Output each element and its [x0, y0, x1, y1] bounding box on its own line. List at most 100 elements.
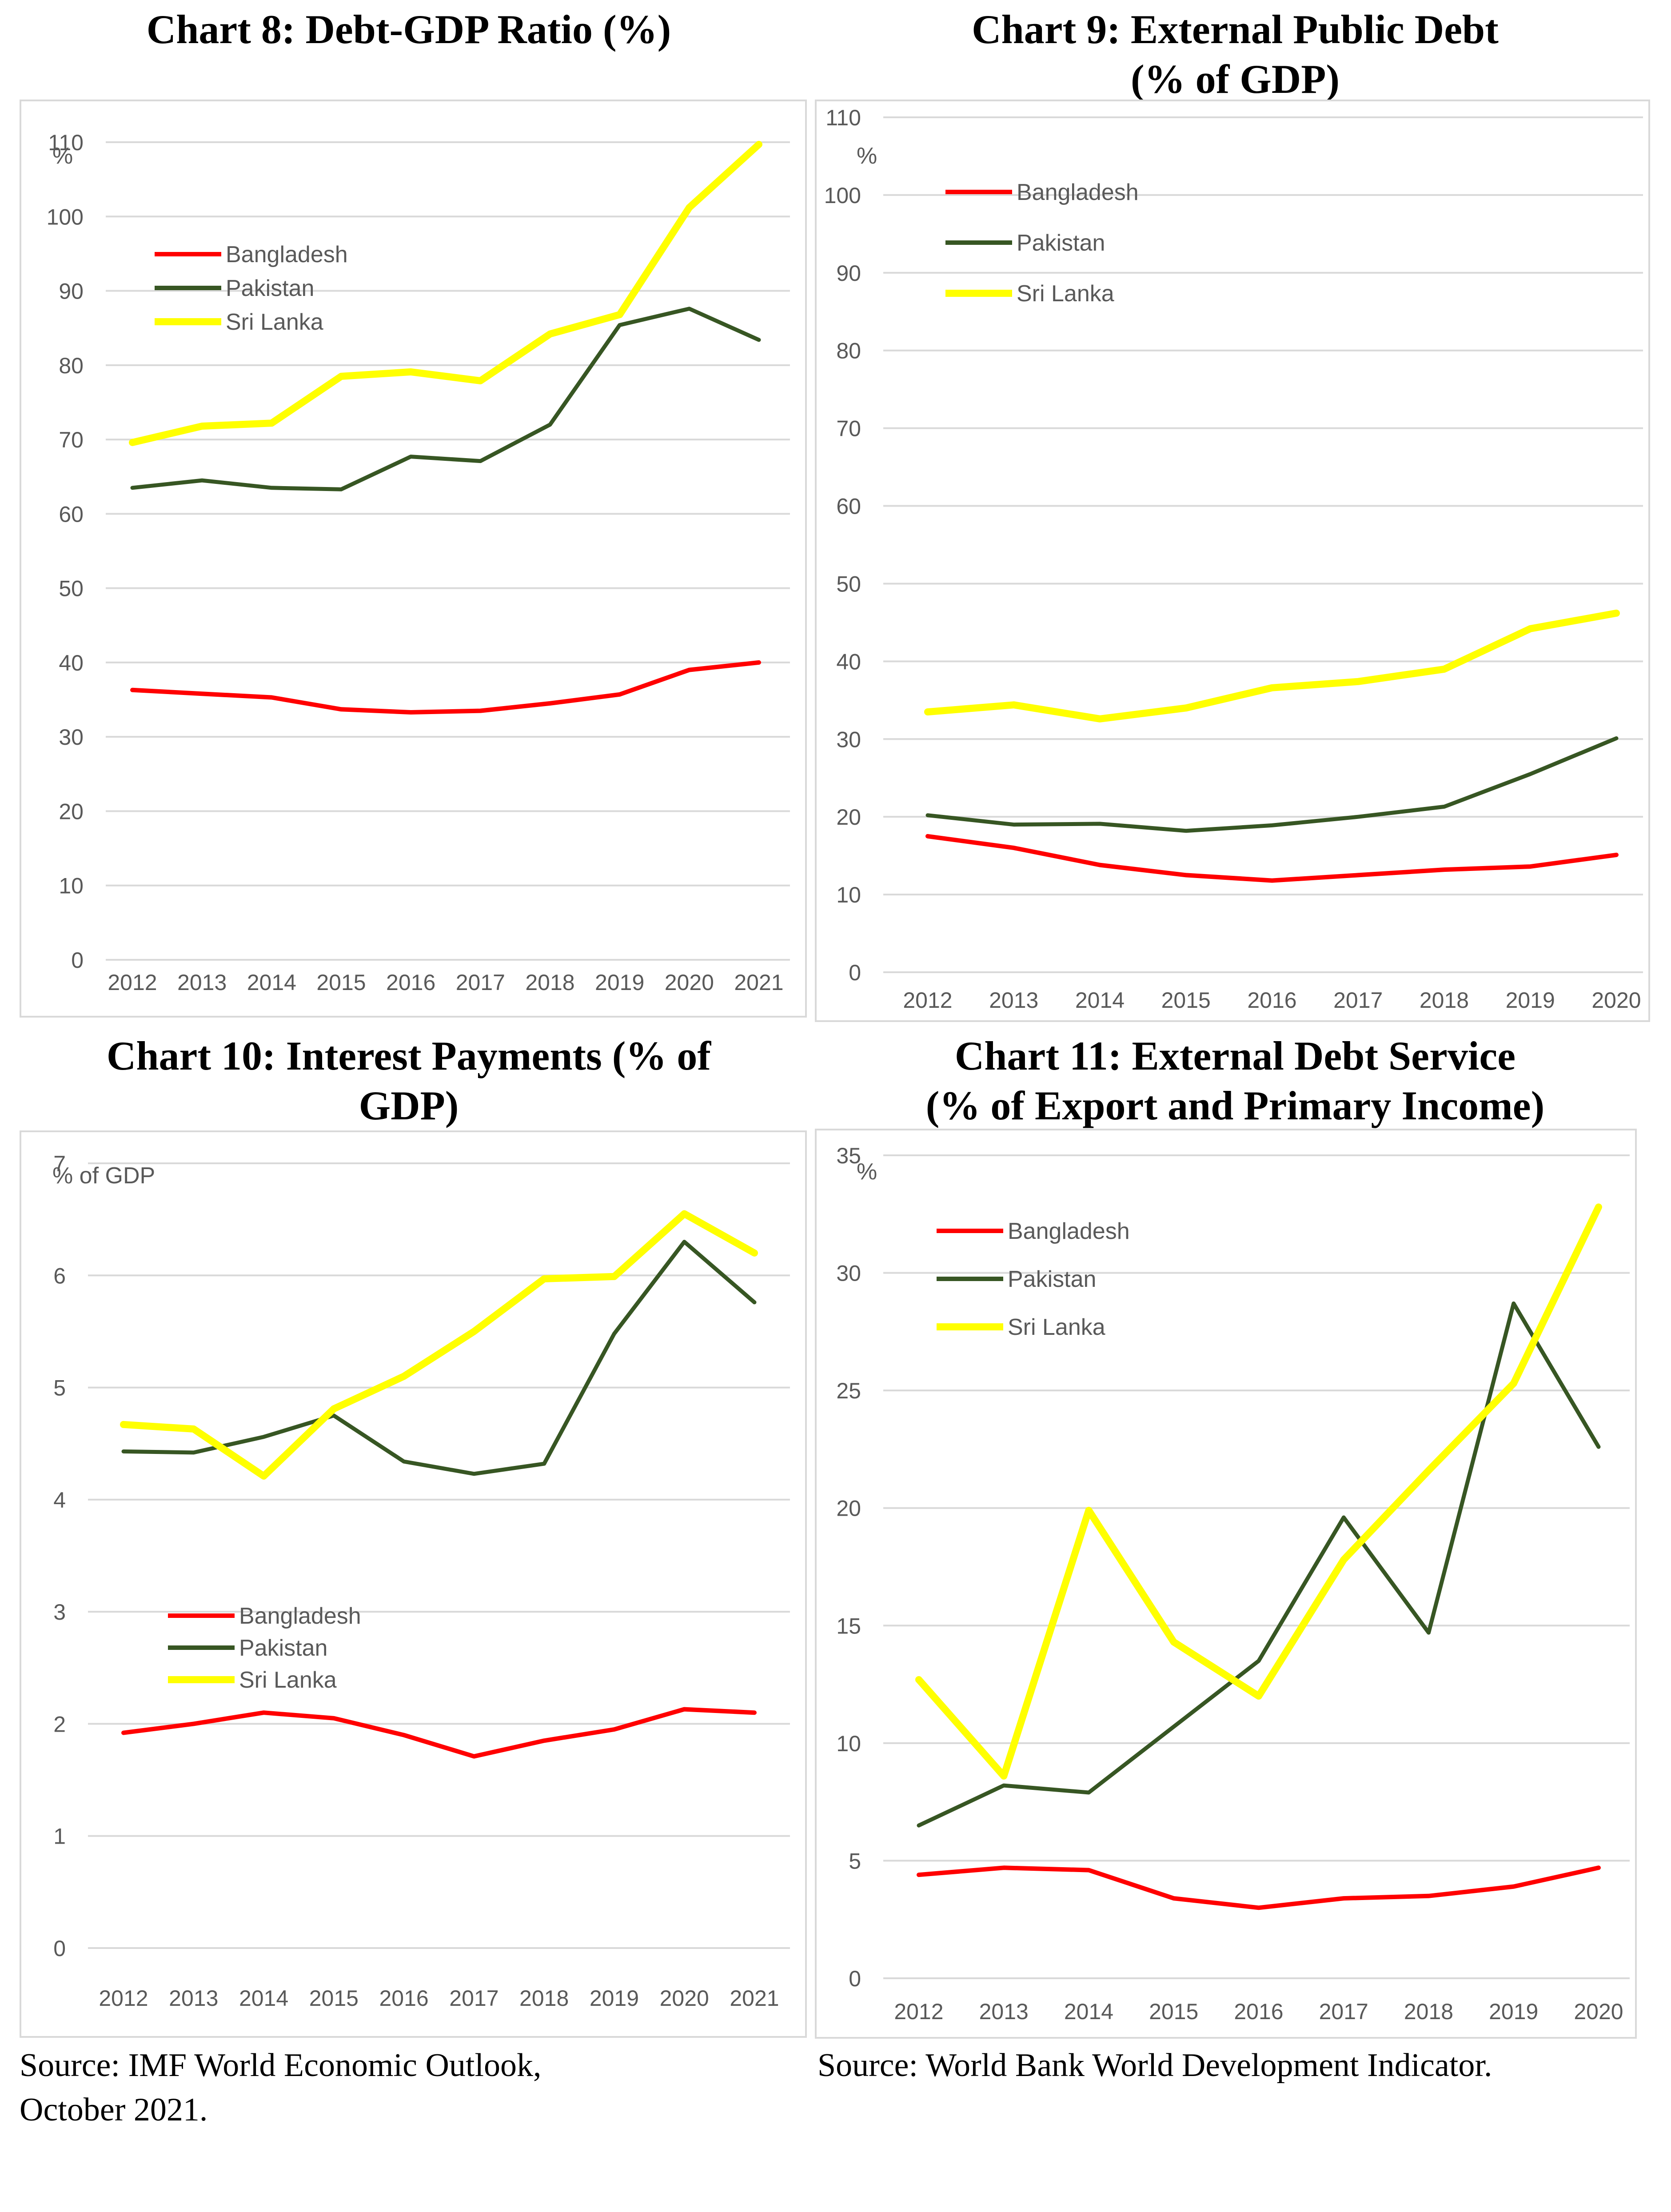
y-tick-label-35: 35: [836, 1143, 861, 1168]
x-tick-label-2016: 2016: [1247, 988, 1296, 1013]
x-tick-label-2014: 2014: [1075, 988, 1125, 1013]
x-tick-label-2013: 2013: [177, 970, 227, 995]
legend-label-bangladesh: Bangladesh: [226, 242, 348, 268]
y-tick-label-30: 30: [836, 727, 861, 752]
x-tick-label-2018: 2018: [1420, 988, 1469, 1013]
y-tick-label-15: 15: [836, 1613, 861, 1638]
x-tick-label-2015: 2015: [309, 1986, 359, 2011]
legend-label-bangladesh: Bangladesh: [1017, 180, 1139, 205]
legend-label-sri-lanka: Sri Lanka: [1008, 1314, 1105, 1340]
x-tick-label-2012: 2012: [108, 970, 157, 995]
y-tick-label-40: 40: [836, 649, 861, 674]
y-tick-label-30: 30: [836, 1261, 861, 1286]
y-tick-label-6: 6: [53, 1263, 66, 1288]
x-tick-label-2017: 2017: [456, 970, 505, 995]
y-tick-label-50: 50: [836, 571, 861, 596]
chart-9-panel: 0 10 20 30 40 50 60 70 80 90 100 110 2012 2013 2014 201…: [815, 100, 1650, 1022]
y-unit-label: %: [52, 143, 73, 169]
y-tick-label-90: 90: [59, 279, 84, 304]
y-tick-label-70: 70: [836, 416, 861, 441]
y-tick-label-80: 80: [836, 339, 861, 363]
chart-11-panel: 0 5 10 15 20 25 30 35 2012 2013 2014 2015 2016 2017 20…: [815, 1129, 1637, 2039]
y-tick-label-100: 100: [47, 204, 84, 229]
y-tick-label-50: 50: [59, 576, 84, 601]
chart-9-title-line-1: Chart 9: External Public Debt: [972, 7, 1499, 52]
x-tick-label-2019: 2019: [595, 970, 644, 995]
chart-8-title: Chart 8: Debt-GDP Ratio (%): [18, 4, 800, 54]
y-tick-label-0: 0: [849, 960, 861, 985]
chart-10-title-line-2: GDP): [359, 1083, 459, 1128]
y-tick-label-110: 110: [826, 105, 861, 130]
chart-8-panel: 0 10 20 30 40 50 60 70 80 90 100 110 2012 2013 2014 201…: [20, 100, 807, 1018]
y-unit-label: %: [857, 1159, 877, 1185]
chart-8-svg: 0 10 20 30 40 50 60 70 80 90 100 110 2012 2013 2014 201…: [47, 130, 790, 995]
y-tick-label-30: 30: [59, 725, 84, 750]
x-tick-label-2020: 2020: [665, 970, 714, 995]
y-tick-label-10: 10: [59, 874, 84, 898]
x-tick-label-2014: 2014: [1064, 1999, 1113, 2024]
y-tick-label-10: 10: [836, 882, 861, 907]
series-line-pakistan: [121, 1240, 757, 1476]
x-tick-label-2014: 2014: [247, 970, 296, 995]
x-tick-label-2018: 2018: [525, 970, 574, 995]
series-line-pakistan: [130, 307, 761, 491]
source-right: Source: World Bank World Development Ind…: [818, 2043, 1653, 2088]
series-line-bangladesh: [925, 834, 1619, 883]
chart-11-title: Chart 11: External Debt Service (% of Ex…: [818, 1031, 1653, 1130]
chart-8-title-line-1: Chart 8: Debt-GDP Ratio (%): [146, 7, 671, 52]
y-tick-label-3: 3: [53, 1600, 66, 1625]
y-tick-label-2: 2: [53, 1712, 66, 1737]
y-unit-label: % of GDP: [52, 1163, 155, 1189]
y-tick-label-20: 20: [836, 805, 861, 830]
y-tick-label-5: 5: [849, 1849, 861, 1873]
x-tick-label-2019: 2019: [1489, 1999, 1538, 2024]
chart-10-title: Chart 10: Interest Payments (% of GDP): [18, 1031, 800, 1130]
chart-11-title-line-2: (% of Export and Primary Income): [925, 1083, 1545, 1128]
chart-11-svg: 0 5 10 15 20 25 30 35 2012 2013 2014 2015 2016 2017 20…: [836, 1143, 1630, 2024]
series-line-bangladesh: [130, 660, 761, 715]
y-tick-label-5: 5: [53, 1376, 66, 1401]
legend-label-bangladesh: Bangladesh: [1008, 1218, 1130, 1244]
x-tick-label-2015: 2015: [1149, 1999, 1198, 2024]
x-tick-label-2017: 2017: [449, 1986, 499, 2011]
y-tick-label-7: 7: [53, 1151, 66, 1176]
x-tick-label-2018: 2018: [1404, 1999, 1453, 2024]
y-tick-label-25: 25: [836, 1378, 861, 1403]
legend-label-bangladesh: Bangladesh: [239, 1603, 361, 1629]
legend-label-sri-lanka: Sri Lanka: [1017, 281, 1114, 307]
x-tick-label-2016: 2016: [386, 970, 435, 995]
y-tick-label-4: 4: [53, 1488, 66, 1513]
y-tick-label-80: 80: [59, 353, 84, 378]
legend-label-sri-lanka: Sri Lanka: [226, 309, 323, 335]
legend-label-pakistan: Pakistan: [1008, 1266, 1096, 1292]
x-tick-label-2015: 2015: [1161, 988, 1211, 1013]
y-tick-label-20: 20: [59, 799, 84, 824]
x-tick-label-2012: 2012: [894, 1999, 943, 2024]
source-left-line-2: October 2021.: [20, 2092, 208, 2128]
y-tick-label-20: 20: [836, 1496, 861, 1521]
x-tick-label-2020: 2020: [660, 1986, 709, 2011]
chart-9-title: Chart 9: External Public Debt (% of GDP): [818, 4, 1653, 104]
x-tick-label-2019: 2019: [1506, 988, 1555, 1013]
y-tick-label-100: 100: [824, 183, 861, 208]
chart-10-title-line-1: Chart 10: Interest Payments (% of: [106, 1033, 711, 1078]
y-tick-label-60: 60: [59, 502, 84, 527]
x-tick-label-2021: 2021: [734, 970, 783, 995]
y-unit-label: %: [857, 143, 877, 169]
x-tick-label-2016: 2016: [379, 1986, 428, 2011]
y-tick-label-70: 70: [59, 427, 84, 452]
x-tick-label-2013: 2013: [979, 1999, 1029, 2024]
legend-label-sri-lanka: Sri Lanka: [239, 1667, 337, 1693]
chart-9-title-line-2: (% of GDP): [1130, 56, 1340, 102]
x-tick-label-2017: 2017: [1319, 1999, 1368, 2024]
chart-11-title-line-1: Chart 11: External Debt Service: [954, 1033, 1516, 1078]
series-line-pakistan: [917, 1301, 1601, 1828]
series-line-bangladesh: [121, 1707, 757, 1759]
source-left-line-1: Source: IMF World Economic Outlook,: [20, 2047, 542, 2084]
chart-10-svg: 0 1 2 3 4 5 6 7 2012 2013 2014 2015 2016 2017 2018 2019…: [52, 1151, 790, 2011]
series-line-sri-lanka: [129, 141, 762, 446]
y-tick-label-0: 0: [849, 1966, 861, 1991]
y-tick-label-90: 90: [836, 261, 861, 286]
series-line-pakistan: [925, 736, 1619, 833]
source-left: Source: IMF World Economic Outlook, Octo…: [20, 2043, 802, 2132]
